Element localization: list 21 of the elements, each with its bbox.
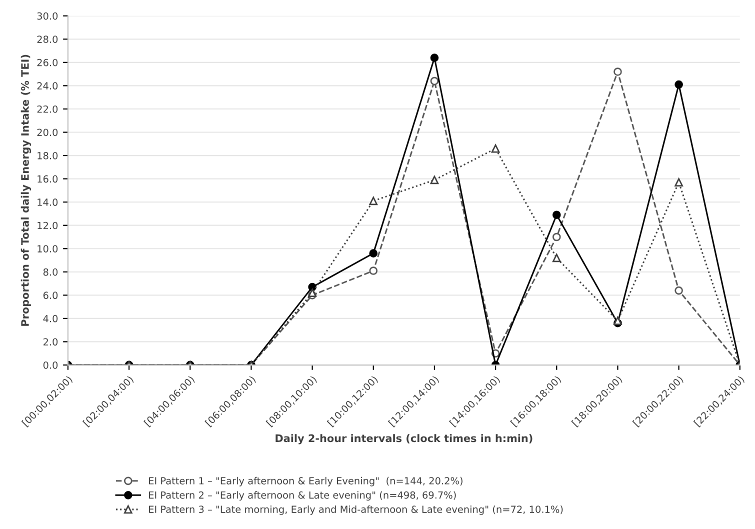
y-axis-title: Proportion of Total daily Energy Intake (% TEI) xyxy=(20,54,32,326)
y-tick-label: 6.0 xyxy=(43,292,58,300)
y-tick-label: 30.0 xyxy=(37,12,58,20)
legend-label: EI Pattern 3 – "Late morning, Early and Mid-afternoon & Late evening" (n=72, 10.1%) xyxy=(149,505,563,515)
y-tick-label: 22.0 xyxy=(37,105,58,113)
y-tick-label: 8.0 xyxy=(43,268,58,276)
y-tick-label: 20.0 xyxy=(37,128,58,136)
y-tick-label: 12.0 xyxy=(38,222,58,230)
y-tick-label: 18.0 xyxy=(38,152,58,160)
y-tick-label: 2.0 xyxy=(43,338,58,346)
y-tick-label: 28.0 xyxy=(37,36,58,43)
y-tick-label: 24.0 xyxy=(37,82,58,90)
y-tick-label: 0.0 xyxy=(43,361,58,369)
y-tick-label: 4.0 xyxy=(43,314,58,322)
x-axis-title: Daily 2-hour intervals (clock times in h:min) xyxy=(276,434,532,444)
y-tick-label: 14.0 xyxy=(38,198,58,206)
y-tick-label: 26.0 xyxy=(37,58,58,66)
y-tick-label: 10.0 xyxy=(38,245,58,252)
legend-label: EI Pattern 1 – "Early afternoon & Early Evening" (n=144, 20.2%) xyxy=(149,476,462,486)
y-tick-label: 16.0 xyxy=(38,175,58,183)
legend-label: EI Pattern 2 – "Early afternoon & Late evening" (n=498, 69.7%) xyxy=(149,491,456,501)
